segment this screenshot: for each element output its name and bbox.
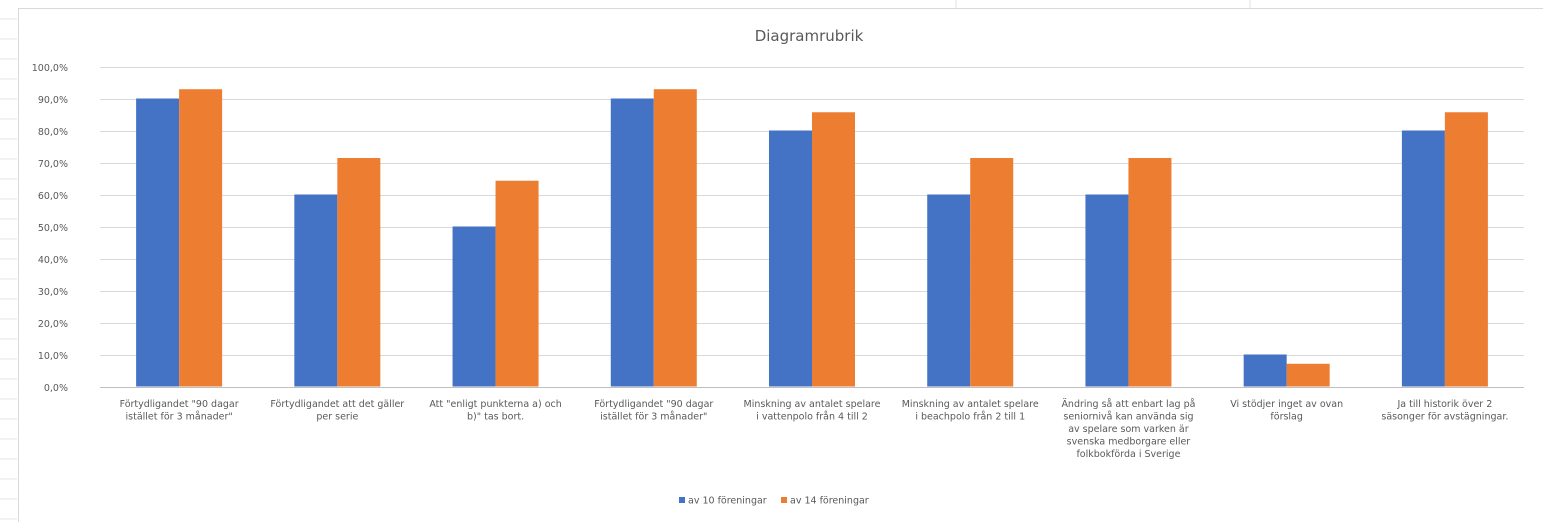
- bar-series2[interactable]: [812, 112, 855, 387]
- bar-series1[interactable]: [927, 194, 971, 387]
- y-tick-label: 80,0%: [38, 127, 68, 138]
- category-label: Ändring så att enbart lag på seniornivå k…: [1061, 399, 1195, 460]
- legend-label[interactable]: av 14 föreningar: [790, 496, 869, 507]
- bar-chart: Diagramrubrik 0,0% 10,0% 20,0% 30,0% 40,0% 50…: [32, 27, 1524, 507]
- bar-series2[interactable]: [337, 158, 381, 387]
- category-label: Minskning av antalet spelare i beachpolo …: [902, 399, 1039, 423]
- chart-area[interactable]: Diagramrubrik 0,0% 10,0% 20,0% 30,0% 40,0% 50…: [18, 8, 1543, 522]
- bar-series1[interactable]: [1243, 354, 1287, 387]
- chart-title[interactable]: Diagramrubrik: [755, 27, 864, 45]
- y-tick-label: 70,0%: [38, 159, 68, 170]
- bar-series1[interactable]: [294, 194, 338, 387]
- bar-series2[interactable]: [179, 89, 223, 387]
- bars: [136, 89, 1488, 387]
- category-label: Att "enligt punkterna a) och b)" tas bort…: [429, 399, 561, 423]
- y-axis-ticks: 0,0% 10,0% 20,0% 30,0% 40,0% 50,0% 60,0% 70,0% 8…: [32, 63, 68, 394]
- legend[interactable]: av 10 föreningar av 14 föreningar: [679, 496, 869, 507]
- bar-series2[interactable]: [653, 89, 697, 387]
- bar-series2[interactable]: [1286, 363, 1330, 387]
- bar-series1[interactable]: [136, 98, 180, 387]
- bar-series1[interactable]: [1085, 194, 1129, 387]
- category-label: Minskning av antalet spelare i vattenpolo…: [744, 399, 881, 423]
- bar-series1[interactable]: [610, 98, 654, 387]
- legend-swatch: [781, 497, 787, 503]
- y-tick-label: 10,0%: [38, 351, 68, 362]
- category-label: Förtydligandet "90 dagar istället för 3 m…: [594, 399, 713, 423]
- bar-series2[interactable]: [1128, 158, 1172, 387]
- category-label: Förtydligandet "90 dagar istället för 3 m…: [120, 399, 239, 423]
- bar-series1[interactable]: [452, 226, 496, 387]
- category-label: Vi stödjer inget av ovan förslag: [1230, 399, 1343, 423]
- category-label: Ja till historik över 2 säsonger för avst…: [1381, 399, 1508, 423]
- bar-series1[interactable]: [769, 130, 812, 387]
- legend-swatch: [679, 497, 685, 503]
- y-tick-label: 30,0%: [38, 287, 68, 298]
- bar-series2[interactable]: [495, 180, 539, 387]
- y-tick-label: 100,0%: [32, 63, 68, 74]
- y-tick-label: 20,0%: [38, 319, 68, 330]
- category-label: Förtydligandet att det gäller per serie: [270, 399, 404, 423]
- category-labels: Förtydligandet "90 dagar istället för 3 m…: [120, 399, 1509, 460]
- bar-series2[interactable]: [1444, 112, 1488, 387]
- legend-label[interactable]: av 10 föreningar: [688, 496, 767, 507]
- y-tick-label: 0,0%: [44, 383, 68, 394]
- y-tick-label: 60,0%: [38, 191, 68, 202]
- bar-series2[interactable]: [970, 158, 1014, 387]
- y-tick-label: 90,0%: [38, 95, 68, 106]
- y-tick-label: 40,0%: [38, 255, 68, 266]
- bar-series1[interactable]: [1401, 130, 1445, 387]
- y-tick-label: 50,0%: [38, 223, 68, 234]
